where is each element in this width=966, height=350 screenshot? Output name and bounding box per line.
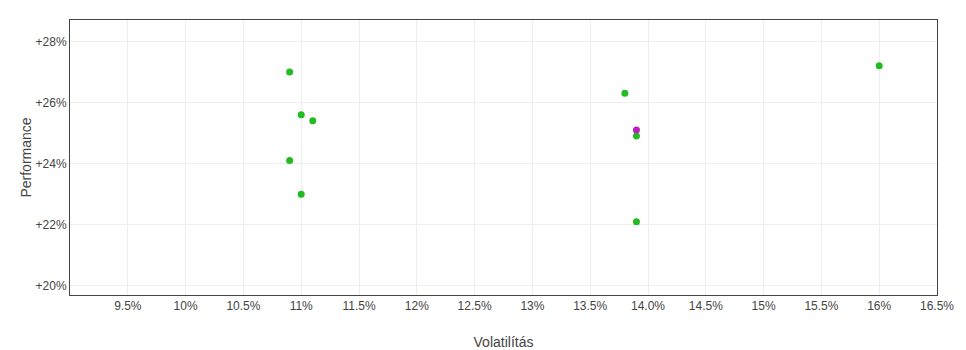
svg-text:10%: 10% — [174, 299, 198, 313]
svg-text:+24%: +24% — [36, 157, 67, 171]
svg-text:+20%: +20% — [36, 279, 67, 293]
svg-text:+26%: +26% — [36, 96, 67, 110]
svg-text:16%: 16% — [867, 299, 891, 313]
svg-text:14.5%: 14.5% — [689, 299, 723, 313]
svg-text:+22%: +22% — [36, 218, 67, 232]
svg-text:11%: 11% — [290, 299, 313, 313]
svg-text:13%: 13% — [520, 299, 544, 313]
svg-text:16.5%: 16.5% — [920, 299, 954, 313]
svg-text:Volatilítás: Volatilítás — [474, 334, 534, 350]
svg-text:14.0%: 14.0% — [631, 299, 665, 313]
svg-text:15%: 15% — [752, 299, 776, 313]
svg-text:12%: 12% — [405, 299, 429, 313]
svg-text:10.5%: 10.5% — [226, 299, 260, 313]
svg-text:+28%: +28% — [36, 35, 67, 49]
svg-text:9.5%: 9.5% — [114, 299, 142, 313]
svg-text:11.5%: 11.5% — [342, 299, 375, 313]
svg-text:15.5%: 15.5% — [804, 299, 838, 313]
svg-text:12.5%: 12.5% — [458, 299, 492, 313]
svg-text:Performance: Performance — [18, 117, 34, 197]
svg-text:13.5%: 13.5% — [573, 299, 607, 313]
